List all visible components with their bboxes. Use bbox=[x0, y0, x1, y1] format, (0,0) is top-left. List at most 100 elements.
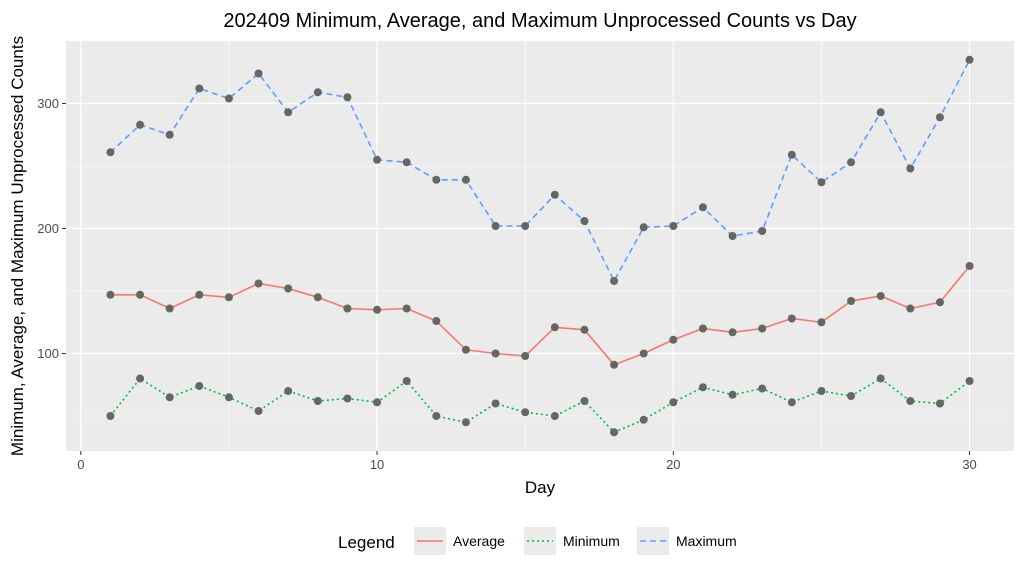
data-point-maximum bbox=[669, 222, 678, 230]
data-point-minimum bbox=[669, 398, 678, 407]
data-points bbox=[106, 55, 974, 437]
data-point-average bbox=[610, 360, 619, 369]
data-point-minimum bbox=[906, 397, 915, 405]
series-line-minimum bbox=[109, 377, 971, 434]
data-point-average bbox=[254, 279, 263, 288]
data-point-maximum bbox=[847, 158, 856, 167]
data-point-maximum bbox=[461, 175, 470, 184]
data-point-minimum bbox=[136, 374, 145, 383]
series-lines bbox=[109, 59, 971, 434]
series-line-average bbox=[110, 265, 971, 366]
data-point-maximum bbox=[550, 190, 559, 199]
data-point-average bbox=[758, 324, 767, 333]
data-point-minimum bbox=[610, 428, 619, 437]
data-point-average bbox=[165, 304, 174, 313]
x-tick-label: 10 bbox=[370, 457, 384, 472]
x-tick-label: 20 bbox=[666, 457, 680, 472]
data-point-maximum bbox=[195, 84, 204, 93]
data-point-minimum bbox=[432, 412, 441, 420]
data-point-maximum bbox=[254, 69, 263, 78]
data-point-minimum bbox=[343, 394, 352, 403]
data-point-maximum bbox=[876, 108, 885, 117]
data-point-minimum bbox=[817, 387, 826, 395]
data-point-minimum bbox=[491, 399, 500, 408]
data-point-minimum bbox=[758, 384, 767, 393]
data-point-maximum bbox=[610, 277, 619, 285]
data-point-average bbox=[313, 293, 322, 302]
data-point-average bbox=[373, 305, 382, 314]
data-point-minimum bbox=[521, 408, 530, 417]
data-point-average bbox=[906, 304, 915, 313]
data-point-average bbox=[550, 323, 559, 332]
data-point-maximum bbox=[491, 222, 500, 230]
data-point-maximum bbox=[432, 175, 441, 184]
y-tick-label: 100 bbox=[37, 346, 59, 361]
data-point-maximum bbox=[343, 93, 352, 102]
data-point-maximum bbox=[639, 223, 648, 232]
legend-key-background bbox=[524, 527, 556, 555]
data-point-minimum bbox=[698, 383, 707, 392]
legend-title: Legend bbox=[338, 533, 395, 552]
data-point-maximum bbox=[224, 94, 233, 103]
data-point-average bbox=[432, 317, 441, 325]
data-point-minimum bbox=[195, 382, 204, 390]
chart-title: 202409 Minimum, Average, and Maximum Unp… bbox=[223, 10, 856, 32]
data-point-minimum bbox=[461, 418, 470, 427]
data-point-maximum bbox=[817, 178, 826, 187]
data-point-average bbox=[847, 297, 856, 305]
data-point-average bbox=[817, 318, 826, 327]
y-axis-title: Minimum, Average, and Maximum Unprocesse… bbox=[8, 36, 27, 456]
data-point-average bbox=[195, 290, 204, 299]
data-point-minimum bbox=[224, 393, 233, 402]
data-point-maximum bbox=[698, 203, 707, 212]
data-point-average bbox=[639, 349, 648, 358]
data-point-minimum bbox=[313, 397, 322, 405]
data-point-minimum bbox=[165, 393, 174, 402]
data-point-average bbox=[521, 352, 530, 360]
x-tick-label: 0 bbox=[77, 457, 84, 472]
panel-background bbox=[66, 41, 1014, 451]
y-tick-label: 300 bbox=[37, 96, 59, 111]
data-point-average bbox=[787, 314, 796, 323]
x-tick-label: 30 bbox=[962, 457, 976, 472]
data-point-maximum bbox=[758, 227, 767, 235]
data-point-average bbox=[669, 335, 678, 344]
data-point-maximum bbox=[580, 217, 589, 225]
data-point-average bbox=[965, 262, 974, 270]
data-point-minimum bbox=[935, 399, 944, 408]
data-point-maximum bbox=[906, 164, 915, 173]
legend: Legend Average Minimum Maximum bbox=[338, 527, 737, 555]
data-point-maximum bbox=[106, 148, 115, 157]
data-point-maximum bbox=[284, 108, 293, 117]
data-point-minimum bbox=[284, 387, 293, 395]
data-point-minimum bbox=[254, 407, 263, 415]
data-point-average bbox=[935, 298, 944, 307]
plot-panel bbox=[66, 41, 1014, 451]
data-point-maximum bbox=[787, 150, 796, 159]
data-point-average bbox=[876, 292, 885, 300]
legend-label-minimum: Minimum bbox=[563, 533, 620, 549]
grid-lines bbox=[66, 40, 1014, 451]
data-point-minimum bbox=[876, 374, 885, 383]
data-point-average bbox=[284, 284, 293, 293]
data-point-minimum bbox=[550, 412, 559, 420]
series-line-maximum bbox=[109, 59, 971, 283]
data-point-average bbox=[728, 328, 737, 337]
data-point-maximum bbox=[165, 130, 174, 139]
data-point-minimum bbox=[728, 390, 737, 399]
data-point-minimum bbox=[106, 412, 115, 420]
data-point-maximum bbox=[136, 120, 145, 129]
x-axis-title: Day bbox=[525, 478, 556, 497]
data-point-minimum bbox=[639, 415, 648, 424]
axes: 0 10 20 30 100 200 300 bbox=[37, 96, 977, 472]
data-point-maximum bbox=[965, 55, 974, 64]
data-point-maximum bbox=[728, 232, 737, 240]
data-point-minimum bbox=[787, 398, 796, 407]
y-tick-label: 200 bbox=[37, 221, 59, 236]
data-point-maximum bbox=[521, 222, 530, 230]
data-point-maximum bbox=[402, 158, 411, 167]
legend-label-maximum: Maximum bbox=[676, 533, 737, 549]
data-point-average bbox=[698, 324, 707, 333]
data-point-minimum bbox=[402, 377, 411, 385]
